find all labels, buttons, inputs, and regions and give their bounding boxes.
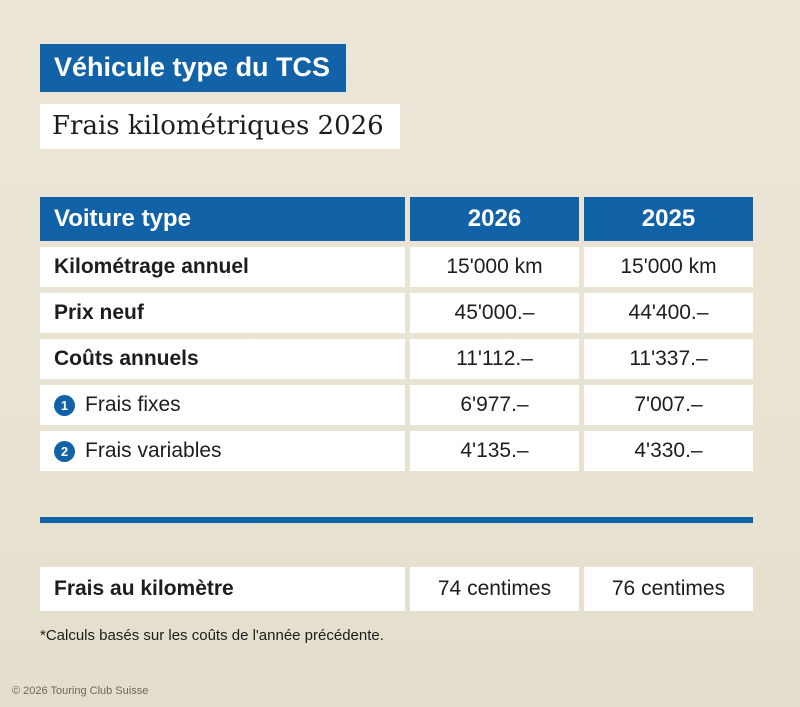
infographic: Véhicule type du TCS Frais kilométriques…	[40, 44, 760, 644]
row-value-prix-neuf-2025: 44'400.–	[584, 293, 753, 333]
row-label-frais-fixes: 1 Frais fixes	[40, 385, 405, 425]
copyright: © 2026 Touring Club Suisse	[12, 685, 149, 697]
row-value-kilometrage-2026: 15'000 km	[410, 247, 579, 287]
page-subtitle: Frais kilométriques 2026	[40, 104, 400, 149]
cost-table: Voiture type 2026 2025 Kilométrage annue…	[40, 197, 753, 471]
row-value-frais-fixes-2025: 7'007.–	[584, 385, 753, 425]
row-value-frais-variables-2026: 4'135.–	[410, 431, 579, 471]
row-value-prix-neuf-2026: 45'000.–	[410, 293, 579, 333]
row-label-prix-neuf: Prix neuf	[40, 293, 405, 333]
summary-table: Frais au kilomètre 74 centimes 76 centim…	[40, 567, 753, 611]
footnote: *Calculs basés sur les coûts de l'année …	[40, 627, 384, 644]
page-title: Véhicule type du TCS	[40, 44, 347, 92]
subtitle-badge-row: Frais kilométriques 2026	[40, 92, 760, 149]
summary-value-2025: 76 centimes	[584, 567, 753, 611]
row-value-frais-variables-2025: 4'330.–	[584, 431, 753, 471]
summary-value-2026: 74 centimes	[410, 567, 579, 611]
number-1-icon: 1	[54, 394, 75, 416]
row-value-couts-annuels-2026: 11'112.–	[410, 339, 579, 379]
row-label-text: Frais fixes	[85, 393, 181, 416]
table-header-2026: 2026	[410, 197, 579, 241]
row-value-couts-annuels-2025: 11'337.–	[584, 339, 753, 379]
table-header-2025: 2025	[584, 197, 753, 241]
summary-label-frais-au-kilometre: Frais au kilomètre	[40, 567, 405, 611]
row-label-text: Frais variables	[85, 439, 222, 462]
title-badge-row: Véhicule type du TCS	[40, 44, 760, 92]
row-label-couts-annuels: Coûts annuels	[40, 339, 405, 379]
row-value-frais-fixes-2026: 6'977.–	[410, 385, 579, 425]
row-label-kilometrage: Kilométrage annuel	[40, 247, 405, 287]
blue-divider	[40, 517, 753, 523]
table-header-voiture-type: Voiture type	[40, 197, 405, 241]
row-label-frais-variables: 2 Frais variables	[40, 431, 405, 471]
number-2-icon: 2	[54, 440, 75, 462]
row-value-kilometrage-2025: 15'000 km	[584, 247, 753, 287]
